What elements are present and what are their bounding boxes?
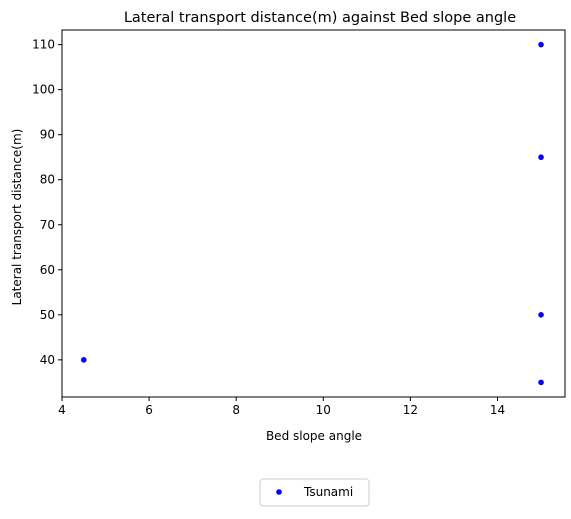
y-tick-label: 100 bbox=[32, 83, 55, 97]
data-point bbox=[538, 379, 544, 386]
x-tick-label: 8 bbox=[232, 403, 240, 417]
y-tick-label: 60 bbox=[40, 263, 55, 277]
legend-marker bbox=[276, 489, 282, 495]
x-tick-label: 10 bbox=[316, 403, 331, 417]
legend-label: Tsunami bbox=[303, 485, 353, 499]
legend: Tsunami bbox=[259, 478, 370, 507]
data-point bbox=[538, 312, 544, 318]
legend-entries: Tsunami bbox=[276, 485, 353, 499]
y-tick-label: 110 bbox=[32, 38, 55, 52]
x-tick-label: 6 bbox=[145, 403, 153, 417]
y-axis-label: Lateral transport distance(m) bbox=[10, 129, 24, 306]
axes-frame bbox=[61, 29, 566, 398]
y-tick-label: 70 bbox=[40, 218, 55, 232]
data-point bbox=[538, 41, 544, 48]
y-tick-label: 50 bbox=[40, 308, 55, 322]
x-tick-label: 12 bbox=[403, 403, 418, 417]
x-tick-label: 14 bbox=[490, 403, 505, 417]
plot-area: 4 6 8 10 12 14 40 50 60 70 80 90 100 110 bbox=[32, 29, 566, 417]
data-point bbox=[538, 154, 544, 161]
y-tick-label: 80 bbox=[40, 173, 55, 187]
x-axis-label: Bed slope angle bbox=[266, 429, 362, 443]
chart-title: Lateral transport distance(m) against Be… bbox=[124, 10, 516, 26]
data-point bbox=[80, 357, 87, 363]
y-tick-label: 40 bbox=[40, 353, 55, 367]
x-tick-label: 4 bbox=[58, 403, 66, 417]
legend-frame bbox=[259, 478, 370, 507]
y-tick-label: 90 bbox=[40, 128, 55, 142]
